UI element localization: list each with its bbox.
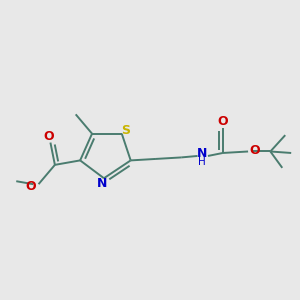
Text: O: O <box>249 143 260 157</box>
Text: N: N <box>197 147 207 160</box>
Text: N: N <box>97 177 108 190</box>
Text: O: O <box>218 115 228 128</box>
Text: S: S <box>121 124 130 137</box>
Text: O: O <box>44 130 54 142</box>
Text: O: O <box>26 180 36 193</box>
Text: H: H <box>198 158 206 167</box>
